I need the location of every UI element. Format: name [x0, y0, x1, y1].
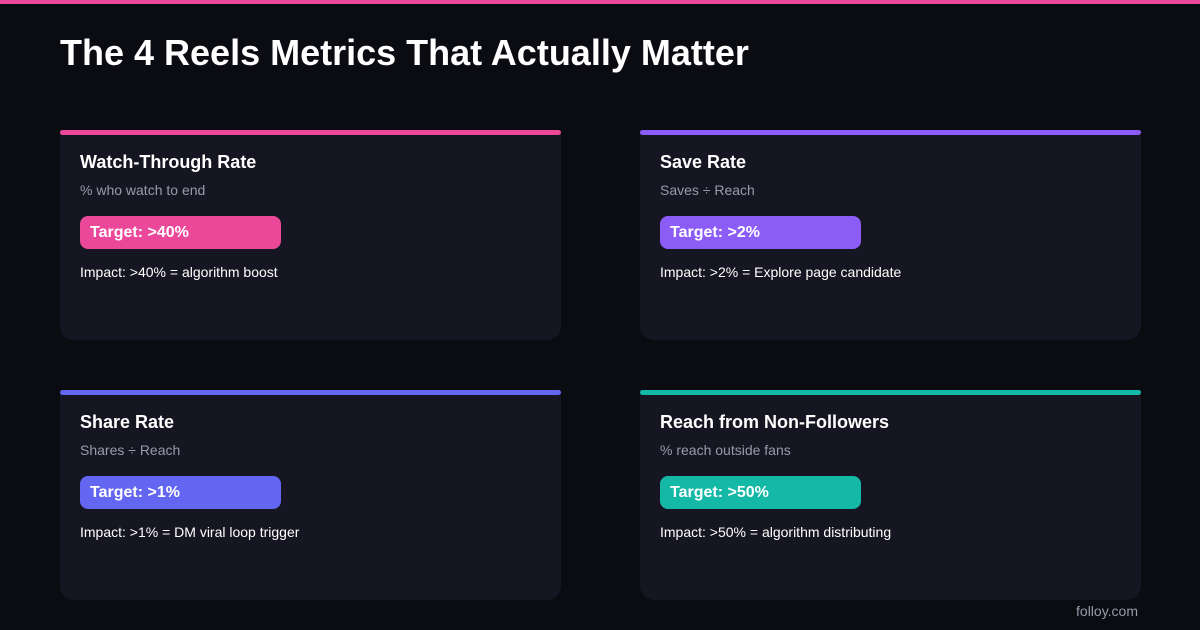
card-title: Watch-Through Rate — [80, 152, 257, 172]
brand: folloy.com — [1076, 603, 1138, 619]
accent-bar — [60, 130, 561, 135]
top-bar — [0, 0, 1200, 4]
card-subtitle: Shares ÷ Reach — [80, 442, 181, 458]
target-pill: Target: >2% — [660, 216, 861, 249]
impact: Impact: >1% = DM viral loop trigger — [80, 524, 300, 540]
target-pill: Target: >50% — [660, 476, 861, 509]
card-subtitle: % reach outside fans — [660, 442, 791, 458]
target-pill: Target: >40% — [80, 216, 281, 249]
impact: Impact: >50% = algorithm distributing — [660, 524, 892, 540]
card-subtitle: % who watch to end — [80, 182, 206, 198]
accent-bar — [640, 130, 1141, 135]
accent-bar — [60, 390, 561, 395]
card-title: Share Rate — [80, 412, 175, 432]
metric-card: Save Rate Saves ÷ Reach Target: >2% Impa… — [640, 130, 1141, 340]
impact: Impact: >40% = algorithm boost — [80, 264, 278, 280]
impact: Impact: >2% = Explore page candidate — [660, 264, 902, 280]
metric-card: Share Rate Shares ÷ Reach Target: >1% Im… — [60, 390, 561, 600]
card-title: Reach from Non-Followers — [660, 412, 890, 432]
card-subtitle: Saves ÷ Reach — [660, 182, 755, 198]
card-title: Save Rate — [660, 152, 747, 172]
title: The 4 Reels Metrics That Actually Matter — [60, 32, 749, 73]
metric-card: Reach from Non-Followers % reach outside… — [640, 390, 1141, 600]
metric-card: Watch-Through Rate % who watch to end Ta… — [60, 130, 561, 340]
accent-bar — [640, 390, 1141, 395]
target-pill: Target: >1% — [80, 476, 281, 509]
